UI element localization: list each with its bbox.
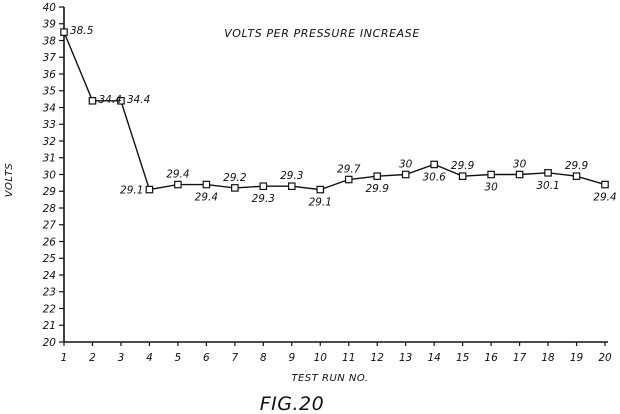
- data-point: [117, 96, 125, 105]
- y-axis-ticks: 20 21 22 23 24 25 26 27 28 29 30 31 32 33 34 35 36 37 38 39…: [43, 2, 64, 349]
- x-tick-label: 3: [118, 352, 125, 364]
- x-tick-label: 18: [541, 352, 555, 364]
- series-line: [63, 31, 606, 191]
- y-tick-label: 23: [43, 287, 56, 299]
- x-tick-label: 9: [288, 352, 295, 364]
- x-tick-label: 4: [146, 352, 153, 364]
- data-point: [174, 180, 182, 189]
- y-tick-label: 32: [43, 136, 57, 148]
- x-tick-label: 20: [598, 352, 612, 364]
- data-point: [430, 160, 438, 169]
- data-label: 29.3: [280, 170, 303, 182]
- y-tick-label: 35: [43, 86, 57, 98]
- y-tick-label: 40: [43, 2, 57, 14]
- data-label: 30.1: [536, 180, 559, 192]
- chart-title: VOLTS PER PRESSURE INCREASE: [224, 27, 420, 40]
- y-tick-label: 33: [43, 119, 56, 131]
- data-label: 29.9: [451, 160, 475, 172]
- data-point: [287, 182, 296, 191]
- data-label: 34.4: [127, 94, 150, 106]
- data-point: [487, 170, 495, 179]
- data-point: [515, 170, 524, 179]
- data-label: 29.1: [309, 197, 332, 209]
- data-label: 38.5: [70, 25, 94, 37]
- data-point: [458, 172, 467, 180]
- data-point: [572, 172, 581, 180]
- data-label: 29.9: [565, 160, 589, 172]
- y-tick-label: 30: [43, 169, 57, 181]
- data-label: 29.4: [166, 169, 189, 181]
- data-point: [88, 96, 97, 105]
- x-tick-label: 5: [175, 352, 182, 364]
- y-tick-label: 37: [43, 52, 57, 64]
- x-tick-label: 8: [260, 352, 267, 364]
- y-tick-label: 26: [43, 236, 57, 248]
- data-point: [145, 185, 154, 194]
- x-tick-label: 6: [203, 352, 210, 364]
- data-label: 29.2: [223, 172, 247, 184]
- data-label: 34.4: [98, 94, 121, 106]
- data-point: [401, 170, 410, 179]
- y-tick-label: 31: [43, 153, 56, 165]
- data-point: [60, 28, 68, 36]
- data-label: 30.6: [422, 171, 446, 183]
- y-tick-label: 25: [43, 253, 57, 265]
- x-axis-title: TEST RUN NO.: [291, 373, 368, 384]
- y-tick-label: 29: [43, 186, 57, 198]
- y-tick-label: 36: [43, 69, 57, 81]
- data-label: 30: [513, 159, 527, 171]
- data-label: 30: [399, 159, 413, 171]
- y-tick-label: 28: [43, 203, 57, 215]
- y-tick-label: 22: [43, 303, 57, 315]
- figure-caption: FIG.20: [260, 393, 324, 414]
- data-labels: 38.5 34.4 34.4 29.1 29.4 29.4 29.2 29.3 29.3 29.1…: [70, 25, 617, 208]
- data-point: [259, 182, 268, 191]
- x-tick-label: 19: [570, 352, 584, 364]
- y-tick-label: 21: [43, 320, 56, 332]
- data-label: 29.4: [593, 192, 616, 204]
- data-label: 29.1: [120, 185, 143, 197]
- x-tick-label: 11: [342, 352, 355, 364]
- y-tick-label: 34: [43, 102, 56, 114]
- data-point: [544, 169, 552, 177]
- data-point: [373, 172, 382, 180]
- x-tick-label: 17: [513, 352, 527, 364]
- y-tick-label: 24: [43, 270, 56, 282]
- x-tick-label: 14: [427, 352, 440, 364]
- x-tick-label: 15: [456, 352, 470, 364]
- data-point: [316, 185, 325, 194]
- data-label: 29.9: [366, 183, 390, 195]
- x-tick-label: 2: [89, 352, 96, 364]
- y-tick-label: 27: [43, 220, 57, 232]
- data-label: 29.7: [337, 164, 361, 176]
- x-tick-label: 12: [371, 352, 385, 364]
- data-label: 30: [484, 182, 498, 194]
- y-tick-label: 38: [43, 35, 57, 47]
- x-tick-label: 10: [314, 352, 328, 364]
- y-axis-title: VOLTS: [4, 163, 15, 198]
- data-label: 29.4: [195, 192, 218, 204]
- x-tick-label: 1: [61, 352, 68, 364]
- data-point: [601, 180, 609, 189]
- data-point: [202, 180, 211, 189]
- data-point: [344, 175, 353, 184]
- y-tick-label: 20: [43, 337, 57, 349]
- x-tick-label: 13: [399, 352, 412, 364]
- x-tick-label: 16: [484, 352, 498, 364]
- data-markers: [60, 28, 609, 194]
- series-volts: [63, 31, 606, 191]
- x-axis-ticks: 1 2 3 4 5 6 7 8 9 10 11 12 13 14 15 16 17 18 19 20: [61, 342, 612, 364]
- y-tick-label: 39: [43, 19, 57, 31]
- data-label: 29.3: [252, 193, 275, 205]
- x-tick-label: 7: [231, 352, 238, 364]
- data-point: [231, 184, 239, 192]
